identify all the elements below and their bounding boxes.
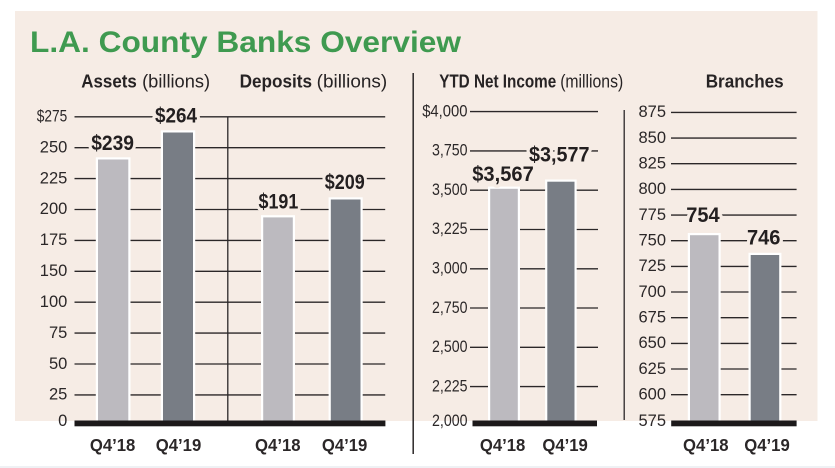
svg-text:775: 775 — [638, 206, 666, 224]
svg-text:(millions): (millions) — [560, 70, 623, 91]
svg-text:725: 725 — [638, 257, 666, 275]
svg-text:746: 746 — [747, 226, 781, 250]
svg-text:(billions): (billions) — [317, 70, 388, 91]
svg-text:$264: $264 — [155, 104, 197, 128]
svg-text:700: 700 — [638, 283, 666, 301]
svg-text:250: 250 — [40, 139, 68, 157]
svg-text:2,000: 2,000 — [432, 412, 468, 430]
svg-text:2,225: 2,225 — [432, 377, 468, 395]
svg-text:Q4’18: Q4’18 — [255, 435, 301, 455]
svg-text:3,000: 3,000 — [432, 260, 468, 278]
svg-text:200: 200 — [40, 200, 68, 218]
svg-text:825: 825 — [638, 155, 666, 173]
svg-text:675: 675 — [638, 308, 666, 326]
svg-text:575: 575 — [638, 412, 666, 430]
svg-text:150: 150 — [40, 262, 68, 280]
svg-text:225: 225 — [40, 169, 68, 187]
svg-text:$275: $275 — [37, 108, 68, 126]
svg-text:$3,577: $3,577 — [529, 143, 590, 167]
svg-text:YTD Net Income: YTD Net Income — [439, 70, 556, 91]
svg-text:3,500: 3,500 — [432, 181, 468, 199]
svg-text:(billions): (billions) — [142, 70, 210, 91]
svg-text:L.A. County Banks Overview: L.A. County Banks Overview — [30, 26, 462, 59]
svg-text:Assets: Assets — [81, 70, 137, 91]
svg-text:$209: $209 — [325, 170, 365, 194]
svg-text:0: 0 — [58, 412, 67, 430]
svg-text:600: 600 — [638, 385, 666, 403]
svg-text:800: 800 — [638, 180, 666, 198]
svg-text:625: 625 — [638, 360, 666, 378]
svg-text:25: 25 — [49, 386, 67, 404]
svg-text:Q4’19: Q4’19 — [156, 435, 202, 455]
svg-text:$191: $191 — [259, 190, 299, 214]
svg-text:2,500: 2,500 — [432, 338, 468, 356]
svg-text:100: 100 — [40, 293, 68, 311]
svg-text:850: 850 — [638, 129, 666, 147]
svg-text:Q4’18: Q4’18 — [683, 435, 729, 455]
svg-text:750: 750 — [638, 232, 666, 250]
svg-text:Q4’18: Q4’18 — [480, 435, 526, 455]
svg-text:175: 175 — [40, 231, 68, 249]
svg-text:875: 875 — [638, 103, 666, 121]
svg-text:$4,000: $4,000 — [422, 102, 467, 120]
svg-text:75: 75 — [49, 324, 67, 342]
svg-text:754: 754 — [686, 203, 719, 227]
svg-text:650: 650 — [638, 334, 666, 352]
svg-text:Q4’18: Q4’18 — [90, 435, 136, 455]
svg-text:Q4’19: Q4’19 — [744, 435, 790, 455]
svg-text:3,225: 3,225 — [432, 220, 468, 238]
svg-text:Deposits: Deposits — [240, 70, 312, 91]
svg-text:2,750: 2,750 — [432, 299, 468, 317]
svg-text:Q4’19: Q4’19 — [322, 435, 368, 455]
svg-text:Q4’19: Q4’19 — [542, 435, 588, 455]
svg-text:$3,567: $3,567 — [472, 162, 534, 186]
svg-text:3,750: 3,750 — [432, 142, 468, 160]
svg-text:$239: $239 — [91, 131, 134, 155]
svg-text:50: 50 — [49, 355, 67, 373]
svg-text:Branches: Branches — [706, 70, 784, 91]
